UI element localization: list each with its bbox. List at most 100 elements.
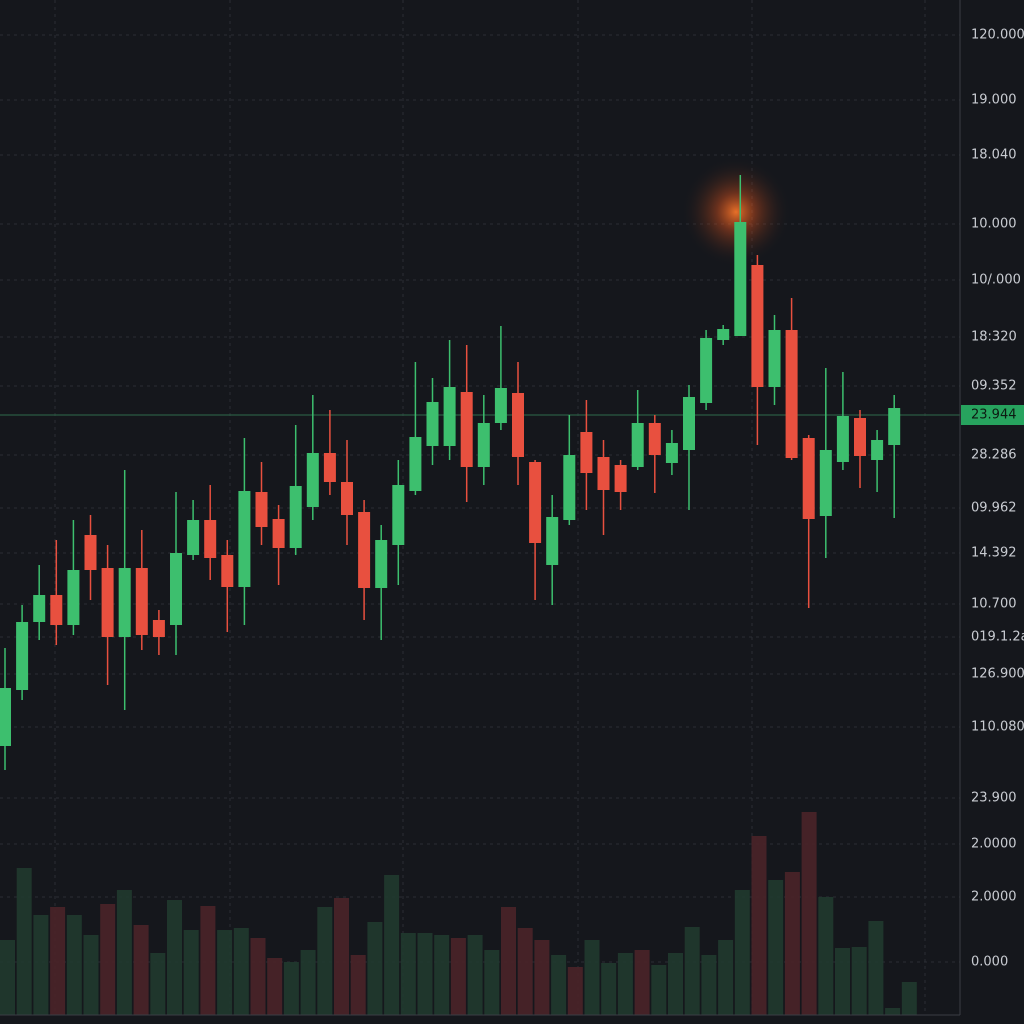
- volume-bar: [267, 958, 283, 1015]
- volume-bar: [183, 930, 199, 1015]
- candle-body: [323, 453, 336, 482]
- y-tick-label: 28.286: [971, 448, 1017, 463]
- y2-tick-label: 2.0000: [971, 890, 1017, 905]
- candle-body: [700, 338, 713, 403]
- volume-bar: [718, 940, 734, 1015]
- candle-body: [802, 438, 815, 519]
- candle-body: [135, 568, 148, 635]
- volume-bar: [818, 897, 834, 1015]
- candle-body: [170, 553, 182, 625]
- volume-bar: [768, 880, 784, 1015]
- candle-body: [187, 520, 200, 555]
- volume-bar: [384, 875, 400, 1015]
- volume-bar: [150, 953, 166, 1015]
- candle-body: [426, 402, 439, 446]
- volume-bar: [668, 953, 683, 1015]
- candle-body: [409, 437, 422, 491]
- volume-bar: [868, 921, 884, 1015]
- volume-bar: [350, 955, 366, 1015]
- volume-bar: [784, 872, 800, 1015]
- y2-tick-label: 23.900: [971, 791, 1017, 806]
- volume-bar: [100, 904, 116, 1015]
- candle-body: [272, 519, 285, 548]
- volume-bar: [0, 940, 15, 1015]
- volume-bar: [684, 927, 700, 1015]
- candle-body: [341, 482, 353, 515]
- volume-bar: [835, 948, 850, 1015]
- highlight-glow: [681, 157, 791, 267]
- candle-body: [648, 423, 661, 455]
- candle-body: [118, 568, 131, 637]
- candle-body: [443, 387, 456, 446]
- y-tick-label: 10/.000: [971, 273, 1021, 288]
- candle-body: [734, 222, 747, 336]
- volume-bar: [367, 922, 383, 1015]
- candle-body: [477, 423, 490, 467]
- candle-body: [33, 595, 46, 622]
- volume-bar: [200, 906, 216, 1015]
- candle-body: [546, 517, 559, 565]
- volume-bar: [885, 1008, 901, 1015]
- candle-body: [289, 486, 302, 548]
- volume-bar: [66, 915, 82, 1015]
- candle-body: [392, 485, 405, 545]
- volume-bar: [133, 925, 149, 1015]
- volume-bar: [334, 898, 349, 1015]
- volume-bar: [283, 962, 299, 1015]
- candle-body: [306, 453, 319, 507]
- volume-bar: [50, 907, 66, 1015]
- volume-bar: [16, 868, 32, 1015]
- volume-bar: [417, 933, 433, 1015]
- candle-body: [597, 457, 610, 490]
- volume-bar: [501, 907, 516, 1015]
- y-tick-label: 18:320: [971, 330, 1017, 345]
- candle-body: [67, 570, 80, 625]
- y-tick-label: 09.962: [971, 501, 1017, 516]
- volume-bar: [233, 928, 249, 1015]
- candle-body: [614, 465, 627, 492]
- last-price-label: 23.944: [971, 408, 1017, 423]
- volume-bar: [467, 935, 483, 1015]
- candle-body: [819, 450, 832, 516]
- volume-bar: [517, 928, 533, 1015]
- candle-body: [358, 512, 371, 588]
- candle-body: [84, 535, 97, 570]
- volume-bar: [701, 955, 717, 1015]
- volume-bar: [116, 890, 132, 1015]
- candle-body: [665, 443, 678, 463]
- volume-bar: [484, 950, 500, 1015]
- volume-bar: [167, 900, 182, 1015]
- candle-body: [768, 330, 781, 387]
- volume-bar: [300, 950, 316, 1015]
- candle-body: [854, 418, 866, 456]
- candle-body: [871, 440, 884, 460]
- candle-body: [238, 491, 251, 587]
- candle-body: [888, 408, 901, 445]
- volume-bar: [83, 935, 99, 1015]
- candle-body: [16, 622, 29, 690]
- y-tick-label: 19.000: [971, 93, 1017, 108]
- candle-body: [631, 423, 644, 467]
- volume-bar: [801, 812, 817, 1015]
- volume-bar: [901, 982, 917, 1015]
- y-tick-label: 126.900: [971, 667, 1024, 682]
- candle-body: [785, 330, 798, 458]
- candle-body: [580, 432, 593, 473]
- volume-bar: [601, 963, 617, 1015]
- volume-bar: [434, 935, 450, 1015]
- y-tick-label: 019.1.2am: [971, 630, 1024, 645]
- volume-bar: [534, 940, 550, 1015]
- y-tick-label: 120.000: [971, 28, 1024, 43]
- volume-bar: [551, 955, 567, 1015]
- y-tick-label: 10.000: [971, 217, 1017, 232]
- candle-body: [512, 393, 524, 457]
- candle-body: [563, 455, 576, 520]
- volume-bar: [317, 907, 333, 1015]
- volume-bar: [584, 940, 600, 1015]
- y-tick-label: 09.352: [971, 379, 1017, 394]
- volume-bar: [617, 953, 633, 1015]
- candle-body: [101, 568, 114, 637]
- last-price-tag: [961, 405, 1024, 425]
